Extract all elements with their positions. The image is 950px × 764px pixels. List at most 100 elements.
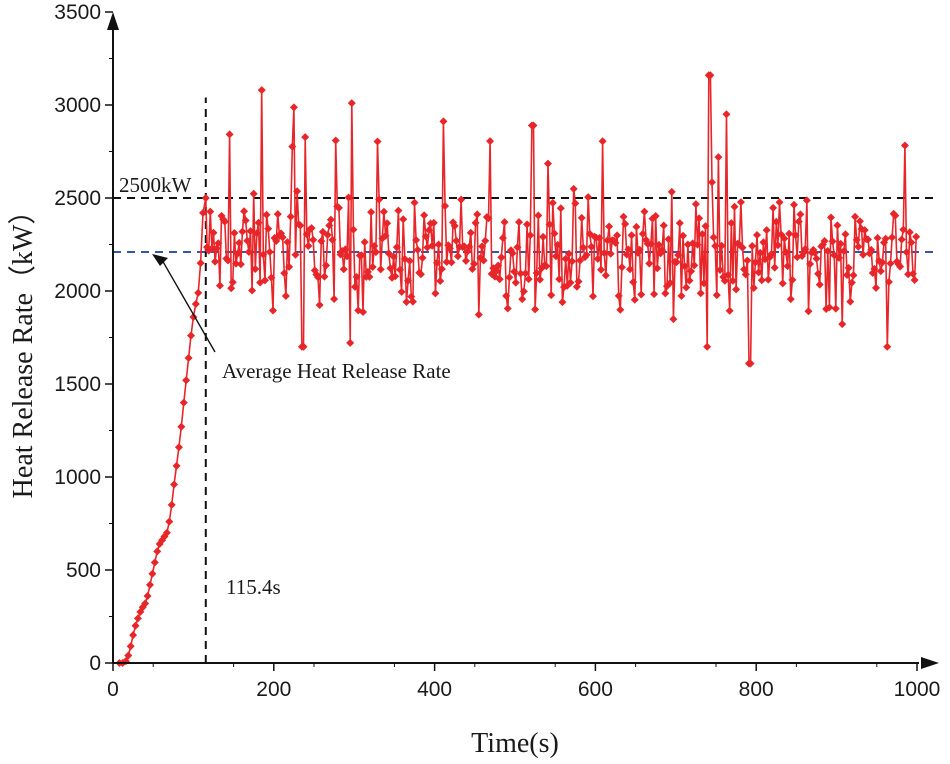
data-point [629,278,638,287]
data-point [806,260,815,269]
data-point [786,295,795,304]
data-point [260,276,269,285]
data-point [179,398,188,407]
data-point [244,247,253,256]
data-point [486,137,495,146]
data-point [756,248,765,257]
data-point [241,216,250,225]
data-point [346,338,355,347]
data-point [854,242,863,251]
data-point [523,220,532,229]
data-point [502,291,511,300]
data-point [679,231,688,240]
data-point [597,265,606,274]
data-point [235,238,244,247]
data-point [883,342,892,351]
data-point [820,236,829,245]
data-point [788,275,797,284]
data-point [317,237,326,246]
data-point [736,198,745,207]
data-point [912,232,921,241]
data-point [603,236,612,245]
data-point [751,258,760,267]
data-point [461,256,470,265]
data-point [783,262,792,271]
data-point [621,220,630,229]
data-point [789,200,798,209]
data-point [531,305,540,314]
data-point [254,218,263,227]
data-point [413,245,422,254]
data-point [695,214,704,223]
data-point [518,295,527,304]
data-point [687,267,696,276]
data-point [344,193,353,202]
data-point [304,241,313,250]
data-point [243,236,252,245]
data-point [145,580,154,589]
data-point [232,259,241,268]
data-point [511,278,520,287]
data-point [397,287,406,296]
data-point [852,235,861,244]
data-point [793,253,802,262]
data-point [600,249,609,258]
data-point [823,247,832,256]
data-point [902,248,911,257]
data-point [206,207,215,216]
data-point [421,232,430,241]
data-point [124,651,133,660]
data-point [177,422,186,431]
data-point [301,133,310,142]
data-point [196,259,205,268]
data-point [302,230,311,239]
data-point [835,253,844,262]
data-point [227,284,236,293]
data-point [519,287,528,296]
data-point [498,233,507,242]
data-point [724,270,733,279]
data-point [725,306,734,315]
data-point [661,289,670,298]
data-point [617,263,626,272]
data-point [402,297,411,306]
reference-label-2500kw: 2500kW [119,173,192,197]
data-point [381,231,390,240]
data-point [881,234,890,243]
data-point [484,214,493,223]
data-point [289,103,298,112]
data-point [148,569,157,578]
data-point [579,243,588,252]
data-point [781,248,790,257]
data-point [215,281,224,290]
y-tick-label: 0 [89,652,101,675]
data-point [424,226,433,235]
data-point [566,278,575,287]
data-point [667,187,676,196]
data-point [654,240,663,249]
data-point [770,263,779,272]
x-tick-label: 600 [578,678,613,701]
data-point [798,252,807,261]
data-point [677,291,686,300]
data-point [326,215,335,224]
x-axis-arrow [921,657,939,669]
data-point [323,230,332,239]
data-point [265,247,274,256]
data-point [278,233,287,242]
data-point [878,258,887,267]
data-point [873,233,882,242]
data-point [412,236,421,245]
data-point [460,242,469,251]
data-point [899,225,908,234]
data-point [199,208,208,217]
data-point [625,265,634,274]
data-point [153,547,162,556]
data-point [714,153,723,162]
data-point [357,251,366,260]
data-point [259,250,268,259]
y-tick-label: 2000 [54,280,101,303]
data-point [375,195,384,204]
data-point [851,212,860,221]
data-point [334,203,343,212]
